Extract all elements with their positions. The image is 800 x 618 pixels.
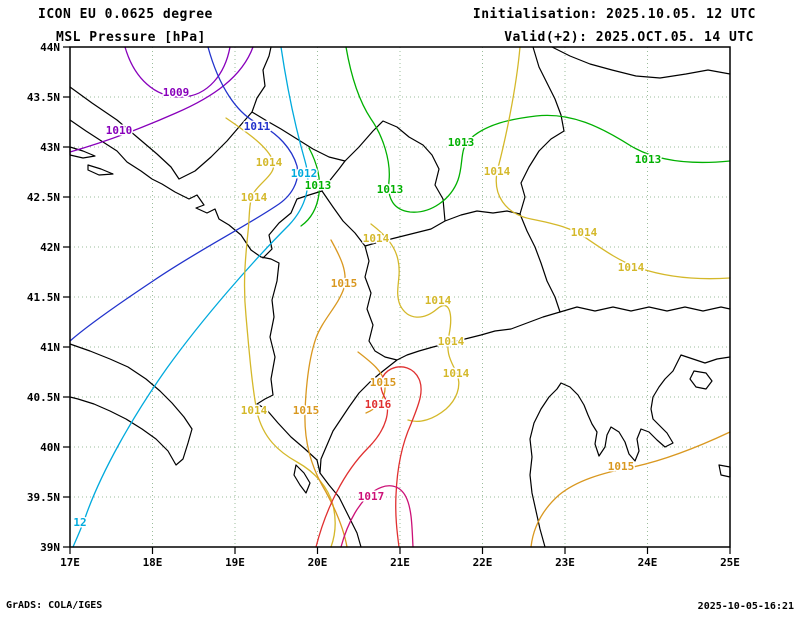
coastline-aegean-chalkidiki <box>529 354 731 548</box>
lon-label: 18E <box>143 556 163 569</box>
contour-labels: 1009 1010 1011 1012 12 1013 1013 1013 10… <box>72 85 663 531</box>
lat-label: 41.5N <box>27 291 60 304</box>
borders-kosovo-macedonia-albania <box>319 120 561 474</box>
lon-label: 20E <box>308 556 328 569</box>
contour-label-1014: 1014 <box>618 261 645 274</box>
lat-label: 42N <box>40 241 60 254</box>
contour-label-1011: 1011 <box>244 120 271 133</box>
lon-label: 17E <box>60 556 80 569</box>
lat-label: 39N <box>40 541 60 554</box>
model-title: ICON EU 0.0625 degree <box>38 7 213 22</box>
contour-1014-line-center <box>370 223 460 423</box>
lat-label: 44N <box>40 41 60 54</box>
valid-time-label: Valid(+2): 2025.OCT.05. 14 UTC <box>504 30 754 45</box>
contour-label-1014: 1014 <box>443 367 470 380</box>
contour-label-1015: 1015 <box>293 404 320 417</box>
contour-1009-line <box>124 46 231 98</box>
coastline-adriatic-ionian <box>69 119 362 548</box>
contour-label-1013: 1013 <box>377 183 404 196</box>
contour-1014-line-west <box>225 117 336 548</box>
lat-label: 43N <box>40 141 60 154</box>
borders-northwest <box>69 46 346 259</box>
generation-timestamp: 2025-10-05-16:21 <box>697 601 794 612</box>
lon-label: 23E <box>555 556 575 569</box>
lat-label: 43.5N <box>27 91 60 104</box>
contour-label-1010: 1010 <box>106 124 133 137</box>
grads-credit: GrADS: COLA/IGES <box>6 600 103 611</box>
contour-label-1014: 1014 <box>425 294 452 307</box>
lon-label: 24E <box>638 556 658 569</box>
contour-label-1013: 1013 <box>448 136 475 149</box>
contour-label-1012-clipped: 12 <box>73 516 86 529</box>
contour-1012-line <box>72 46 309 548</box>
lat-axis: 44N 43.5N 43N 42.5N 42N 41.5N 41N 40.5N … <box>27 41 60 554</box>
contour-label-1014: 1014 <box>363 232 390 245</box>
lat-label: 40.5N <box>27 391 60 404</box>
contour-label-1014: 1014 <box>484 165 511 178</box>
contour-label-1015: 1015 <box>331 277 358 290</box>
contour-label-1014: 1014 <box>438 335 465 348</box>
contour-label-1013: 1013 <box>635 153 662 166</box>
init-time-label: Initialisation: 2025.10.05. 12 UTC <box>472 7 756 22</box>
geography <box>69 46 731 548</box>
islands <box>69 146 731 494</box>
contour-1015-line-mid <box>357 351 386 414</box>
contour-label-1016: 1016 <box>365 398 392 411</box>
coastline-italy-heel <box>69 343 193 466</box>
contour-label-1014: 1014 <box>241 191 268 204</box>
contour-1010-line <box>69 46 254 153</box>
contour-label-1014: 1014 <box>256 156 283 169</box>
borders-east-bulgaria <box>519 46 731 313</box>
contour-1013-line-main <box>345 46 731 213</box>
map-frame <box>69 46 731 548</box>
contour-1011-line <box>69 46 299 342</box>
contour-label-1014: 1014 <box>241 404 268 417</box>
contour-label-1014: 1014 <box>571 226 598 239</box>
contour-label-1015: 1015 <box>608 460 635 473</box>
lon-label: 22E <box>473 556 493 569</box>
pressure-contours <box>69 46 731 548</box>
contour-1015-line-west <box>304 239 348 548</box>
contour-label-1015: 1015 <box>370 376 397 389</box>
lat-label: 40N <box>40 441 60 454</box>
lon-label: 25E <box>720 556 740 569</box>
lat-label: 39.5N <box>27 491 60 504</box>
contour-label-1009: 1009 <box>163 86 190 99</box>
lon-label: 21E <box>390 556 410 569</box>
contour-1016-line <box>315 366 422 548</box>
contour-1013-line-coast <box>300 147 321 227</box>
contour-1014-line-east <box>495 46 731 280</box>
lat-label: 41N <box>40 341 60 354</box>
contour-label-1017: 1017 <box>358 490 385 503</box>
lat-label: 42.5N <box>27 191 60 204</box>
contour-label-1012: 1012 <box>291 167 318 180</box>
graticule-grid <box>70 47 730 547</box>
field-title: MSL Pressure [hPa] <box>56 30 206 45</box>
lon-axis: 17E 18E 19E 20E 21E 22E 23E 24E 25E <box>60 556 740 569</box>
contour-1017-line <box>340 485 414 548</box>
axis-ticks <box>63 46 731 554</box>
contour-1015-line-east <box>530 431 731 548</box>
lon-label: 19E <box>225 556 245 569</box>
contour-label-1013: 1013 <box>305 179 332 192</box>
